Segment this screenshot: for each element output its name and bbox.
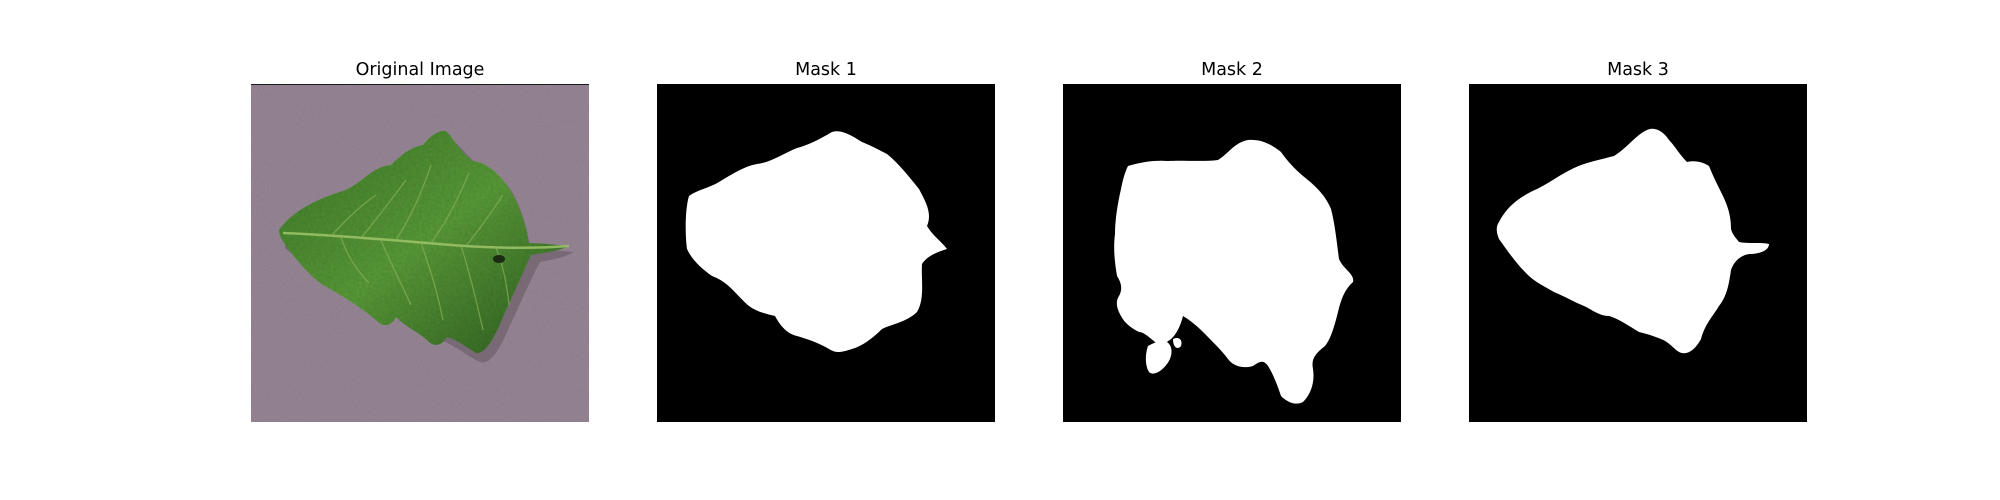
panel-mask-3: Mask 3 — [1469, 0, 1807, 500]
panel-mask-1: Mask 1 — [657, 0, 995, 500]
panel-title: Mask 1 — [795, 60, 857, 80]
panel-original-image: Original Image — [251, 0, 589, 500]
mask-2-image — [1063, 84, 1401, 422]
mask-3-shape — [1469, 84, 1807, 422]
panel-title: Original Image — [355, 60, 485, 80]
mask-2-shape — [1063, 84, 1401, 422]
original-image — [251, 84, 589, 422]
mask-1-shape — [657, 84, 995, 422]
panel-title: Mask 2 — [1201, 60, 1263, 80]
mask-1-image — [657, 84, 995, 422]
panel-title: Mask 3 — [1607, 60, 1669, 80]
mask-3-image — [1469, 84, 1807, 422]
panel-mask-2: Mask 2 — [1063, 0, 1401, 500]
leaf-photo — [251, 85, 589, 422]
